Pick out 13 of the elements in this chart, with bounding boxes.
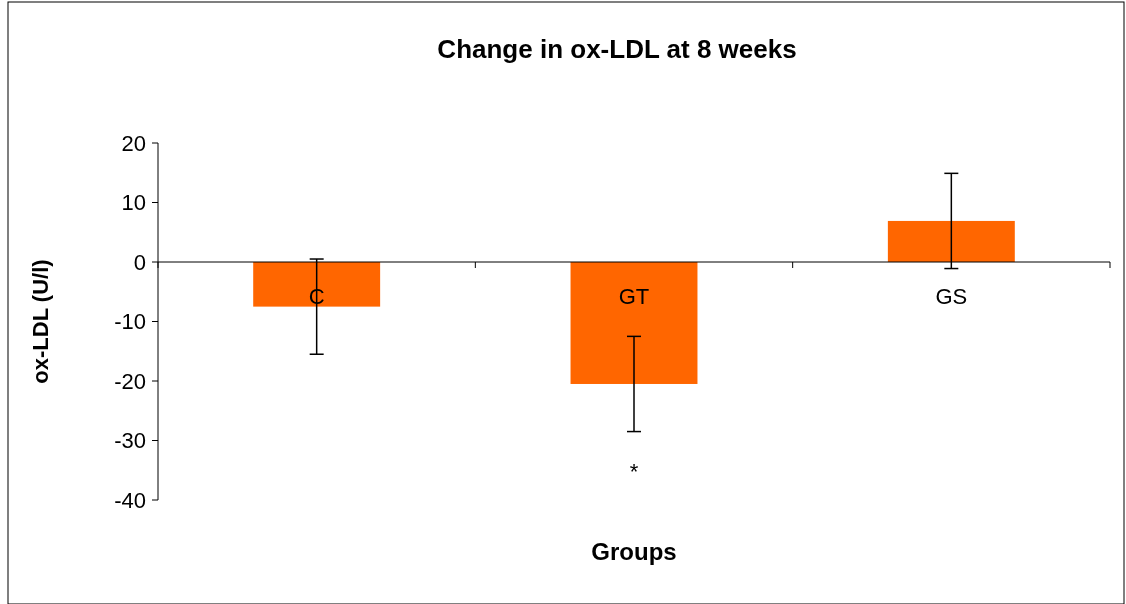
y-axis-title: ox-LDL (U/l) <box>28 259 53 384</box>
y-tick-label: -30 <box>114 428 146 454</box>
x-tick-label: GS <box>935 284 968 309</box>
y-tick-label: 20 <box>121 130 146 156</box>
y-tick-label: 0 <box>133 249 146 275</box>
x-tick-label: GT <box>618 284 650 309</box>
y-tick-label: -40 <box>114 487 146 513</box>
y-tick-label: 10 <box>121 190 146 216</box>
chart-title: Change in ox-LDL at 8 weeks <box>437 34 797 64</box>
y-tick-label: -20 <box>114 368 146 394</box>
y-tick-label: -10 <box>114 309 146 335</box>
annotation: * <box>629 459 639 485</box>
x-axis-title: Groups <box>591 538 677 565</box>
